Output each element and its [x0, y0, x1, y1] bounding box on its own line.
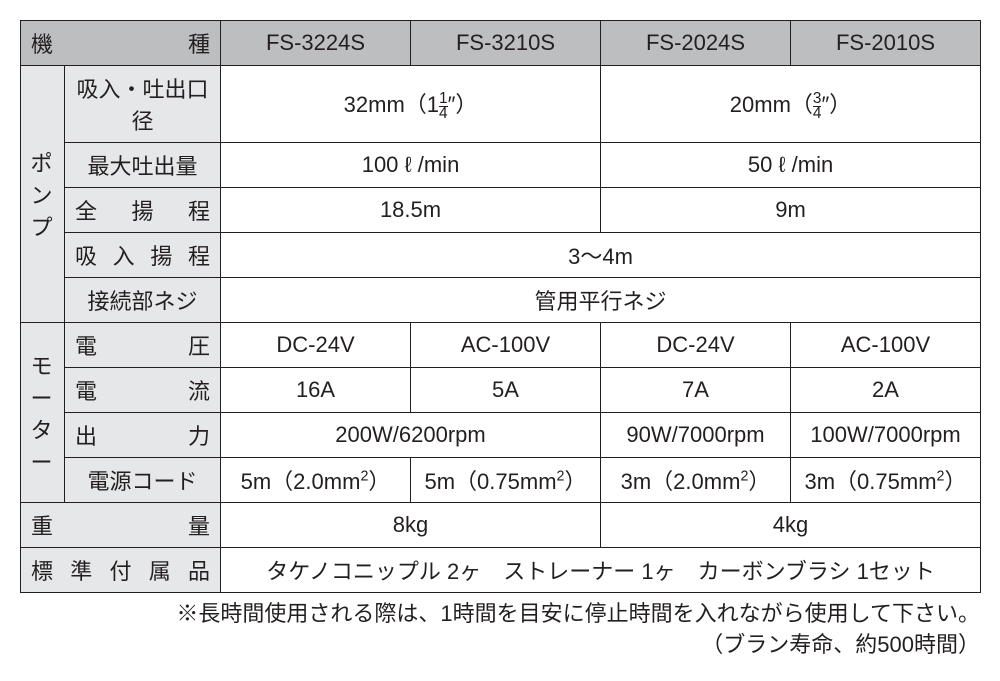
head-left: 18.5m — [221, 188, 601, 233]
maxout-right: 50 ℓ /min — [601, 143, 981, 188]
output-label: 出 力 — [65, 413, 221, 458]
head-right: 9m — [601, 188, 981, 233]
pump-vlabel: ポンプ — [30, 151, 54, 240]
maxout-left: 100 ℓ /min — [221, 143, 601, 188]
model-label: 機 種 — [21, 21, 221, 66]
port-label: 吸入・吐出口径 — [65, 66, 221, 143]
voltage-c2: AC-100V — [411, 323, 601, 368]
table-header-row: 機 種 FS-3224S FS-3210S FS-2024S FS-2010S — [21, 21, 981, 66]
row-thread: 接続部ネジ 管用平行ネジ — [21, 278, 981, 323]
row-head: 全 揚 程 18.5m 9m — [21, 188, 981, 233]
row-voltage: モーター 電 圧 DC-24V AC-100V DC-24V AC-100V — [21, 323, 981, 368]
spec-table: 機 種 FS-3224S FS-3210S FS-2024S FS-2010S … — [20, 20, 981, 593]
current-label: 電 流 — [65, 368, 221, 413]
weight-right: 4kg — [601, 503, 981, 548]
thread-full: 管用平行ネジ — [221, 278, 981, 323]
spec-table-container: 機 種 FS-3224S FS-3210S FS-2024S FS-2010S … — [20, 20, 980, 661]
row-output: 出 力 200W/6200rpm 90W/7000rpm 100W/7000rp… — [21, 413, 981, 458]
current-c3: 7A — [601, 368, 791, 413]
row-current: 電 流 16A 5A 7A 2A — [21, 368, 981, 413]
model-col-4: FS-2010S — [791, 21, 981, 66]
suction-label: 吸 入 揚 程 — [65, 233, 221, 278]
thread-label: 接続部ネジ — [65, 278, 221, 323]
row-weight: 重 量 8kg 4kg — [21, 503, 981, 548]
port-left: 32mm（114″） — [221, 66, 601, 143]
voltage-c1: DC-24V — [221, 323, 411, 368]
output-left: 200W/6200rpm — [221, 413, 601, 458]
current-c2: 5A — [411, 368, 601, 413]
row-port: ポンプ 吸入・吐出口径 32mm（114″） 20mm（34″） — [21, 66, 981, 143]
port-right: 20mm（34″） — [601, 66, 981, 143]
model-col-3: FS-2024S — [601, 21, 791, 66]
footnote-1: ※長時間使用される際は、1時間を目安に停止時間を入れながら使用して下さい。 — [20, 599, 980, 630]
footnote-2: （ブラン寿命、約500時間） — [20, 630, 980, 661]
footnotes: ※長時間使用される際は、1時間を目安に停止時間を入れながら使用して下さい。 （ブ… — [20, 599, 980, 661]
cord-c3: 3m（2.0mm2） — [601, 458, 791, 503]
accessories-label: 標 準 付 属 品 — [21, 548, 221, 593]
motor-group-label: モーター — [21, 323, 65, 503]
model-col-2: FS-3210S — [411, 21, 601, 66]
cord-c2: 5m（0.75mm2） — [411, 458, 601, 503]
voltage-label: 電 圧 — [65, 323, 221, 368]
suction-full: 3〜4m — [221, 233, 981, 278]
row-suction: 吸 入 揚 程 3〜4m — [21, 233, 981, 278]
current-c1: 16A — [221, 368, 411, 413]
output-c4: 100W/7000rpm — [791, 413, 981, 458]
weight-label: 重 量 — [21, 503, 221, 548]
head-label: 全 揚 程 — [65, 188, 221, 233]
output-c3: 90W/7000rpm — [601, 413, 791, 458]
current-c4: 2A — [791, 368, 981, 413]
weight-left: 8kg — [221, 503, 601, 548]
motor-vlabel: モーター — [30, 354, 54, 475]
cord-c1: 5m（2.0mm2） — [221, 458, 411, 503]
cord-label: 電源コード — [65, 458, 221, 503]
accessories-full: タケノコニップル 2ヶ ストレーナー 1ヶ カーボンブラシ 1セット — [221, 548, 981, 593]
row-cord: 電源コード 5m（2.0mm2） 5m（0.75mm2） 3m（2.0mm2） … — [21, 458, 981, 503]
model-col-1: FS-3224S — [221, 21, 411, 66]
pump-group-label: ポンプ — [21, 66, 65, 323]
voltage-c3: DC-24V — [601, 323, 791, 368]
voltage-c4: AC-100V — [791, 323, 981, 368]
row-maxout: 最大吐出量 100 ℓ /min 50 ℓ /min — [21, 143, 981, 188]
row-accessories: 標 準 付 属 品 タケノコニップル 2ヶ ストレーナー 1ヶ カーボンブラシ … — [21, 548, 981, 593]
maxout-label: 最大吐出量 — [65, 143, 221, 188]
cord-c4: 3m（0.75mm2） — [791, 458, 981, 503]
